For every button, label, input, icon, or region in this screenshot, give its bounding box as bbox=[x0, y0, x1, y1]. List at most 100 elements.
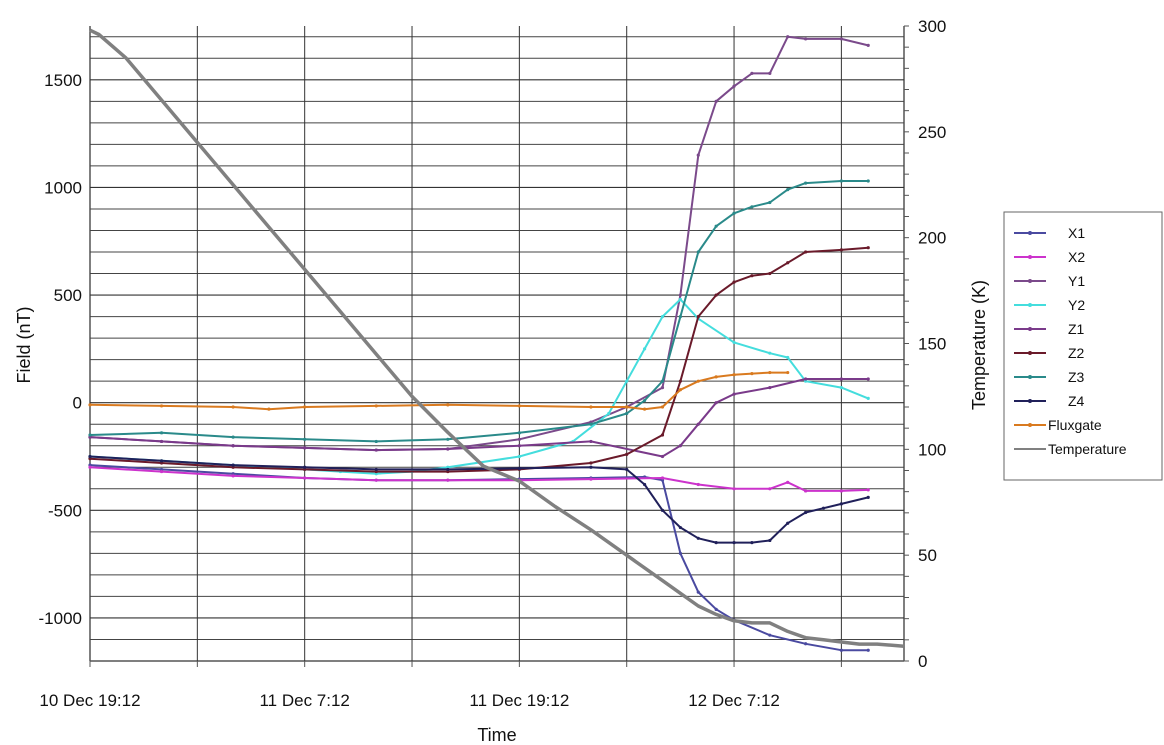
data-point-fluxgate bbox=[159, 404, 164, 408]
data-point-x2 bbox=[159, 469, 164, 474]
series-layer bbox=[88, 28, 905, 652]
y-tick-label: -1000 bbox=[39, 609, 82, 628]
data-point-x2 bbox=[786, 480, 790, 484]
y-axis-title: Field (nT) bbox=[14, 306, 34, 383]
data-point-z4 bbox=[714, 541, 718, 545]
data-point-x2 bbox=[732, 487, 736, 491]
data-point-z2 bbox=[714, 293, 718, 297]
data-point-z2 bbox=[678, 379, 682, 383]
y-tick-label: 1000 bbox=[44, 178, 82, 197]
gridlines bbox=[89, 25, 909, 667]
series-line-x2 bbox=[89, 466, 869, 492]
data-point-z2 bbox=[804, 250, 808, 254]
x-tick-label: 11 Dec 7:12 bbox=[259, 691, 349, 710]
y2-tick-label: 100 bbox=[918, 440, 946, 459]
data-point-y2 bbox=[607, 411, 611, 416]
data-point-z2 bbox=[839, 248, 843, 252]
data-point-fluxgate bbox=[267, 407, 271, 411]
y2-tick-label: 150 bbox=[918, 335, 946, 354]
y2-tick-label: 300 bbox=[918, 17, 946, 36]
series-line-z2 bbox=[89, 246, 869, 473]
legend-label: Y2 bbox=[1068, 297, 1085, 313]
y-tick-label: 0 bbox=[73, 394, 82, 413]
data-point-z4 bbox=[660, 508, 665, 512]
data-point-y2 bbox=[839, 386, 843, 390]
data-point-y1 bbox=[786, 35, 790, 39]
data-point-z4 bbox=[678, 525, 682, 530]
y-axis-tick-labels: -1000 -500 0 500 1000 1500 bbox=[39, 71, 82, 628]
data-point-z4 bbox=[374, 467, 378, 472]
data-point-z1 bbox=[678, 444, 682, 448]
data-point-z1 bbox=[866, 377, 870, 381]
data-point-z1 bbox=[714, 401, 718, 405]
data-point-z4 bbox=[88, 454, 92, 459]
data-point-z3 bbox=[732, 211, 736, 215]
data-point-z1 bbox=[374, 448, 378, 452]
y2-axis-tick-labels: 0 50 100 150 200 250 300 bbox=[918, 17, 946, 671]
data-point-z3 bbox=[750, 205, 754, 209]
data-point-z1 bbox=[159, 439, 164, 444]
data-point-fluxgate bbox=[714, 375, 718, 379]
series-line-y1 bbox=[89, 35, 869, 452]
data-point-fluxgate bbox=[517, 404, 521, 408]
data-point-z4 bbox=[821, 506, 826, 510]
data-point-y2 bbox=[768, 351, 772, 355]
data-point-y1 bbox=[714, 99, 718, 103]
y-tick-label: 1500 bbox=[44, 71, 82, 90]
data-point-z2 bbox=[866, 246, 870, 250]
data-point-y2 bbox=[678, 297, 682, 301]
legend-marker-x2 bbox=[1028, 255, 1032, 259]
legend-marker-z3 bbox=[1028, 375, 1032, 379]
data-point-x1 bbox=[804, 642, 808, 646]
x-tick-label: 10 Dec 19:12 bbox=[39, 691, 140, 710]
data-point-z4 bbox=[804, 510, 808, 515]
data-point-x2 bbox=[866, 488, 870, 492]
data-point-y2 bbox=[732, 340, 736, 345]
legend: X1 X2 Y1 Y2 Z1 Z2 Z3 Z4 Fluxgate Temperature bbox=[1003, 211, 1163, 481]
data-point-fluxgate bbox=[589, 405, 593, 409]
data-point-fluxgate bbox=[678, 388, 682, 392]
x-axis-title: Time bbox=[477, 725, 516, 745]
data-point-z2 bbox=[768, 271, 772, 276]
legend-label: X1 bbox=[1068, 225, 1085, 241]
data-point-x1 bbox=[768, 633, 772, 637]
data-point-z3 bbox=[866, 179, 870, 183]
data-point-x1 bbox=[866, 648, 870, 652]
data-point-y1 bbox=[732, 84, 736, 88]
data-point-z1 bbox=[696, 422, 700, 426]
data-point-z4 bbox=[231, 463, 235, 467]
legend-marker-y1 bbox=[1028, 279, 1032, 283]
data-point-z3 bbox=[804, 181, 808, 185]
data-point-fluxgate bbox=[732, 373, 736, 377]
data-point-z2 bbox=[750, 274, 754, 278]
data-point-fluxgate bbox=[642, 407, 647, 411]
data-point-z1 bbox=[231, 444, 235, 448]
data-point-z4 bbox=[839, 502, 843, 506]
data-point-z4 bbox=[642, 482, 647, 487]
data-point-x1 bbox=[839, 648, 843, 652]
data-point-z3 bbox=[839, 179, 843, 183]
y2-tick-label: 50 bbox=[918, 546, 937, 565]
data-point-z3 bbox=[589, 422, 593, 426]
data-point-y1 bbox=[768, 71, 772, 75]
legend-marker-fluxgate bbox=[1028, 423, 1032, 427]
data-point-y1 bbox=[660, 386, 665, 390]
data-point-z3 bbox=[303, 437, 307, 441]
data-point-x1 bbox=[696, 590, 700, 594]
data-point-y1 bbox=[678, 293, 682, 297]
data-point-x2 bbox=[589, 477, 593, 481]
data-point-z4 bbox=[517, 466, 521, 470]
y-tick-label: 500 bbox=[54, 286, 82, 305]
data-point-y2 bbox=[866, 396, 870, 400]
data-point-z4 bbox=[159, 459, 164, 463]
data-point-z3 bbox=[642, 398, 647, 403]
data-point-z4 bbox=[446, 467, 450, 472]
data-point-x2 bbox=[446, 478, 450, 482]
data-point-z2 bbox=[732, 280, 736, 284]
y2-tick-label: 0 bbox=[918, 652, 927, 671]
data-point-z1 bbox=[839, 377, 843, 381]
data-point-z2 bbox=[786, 261, 790, 265]
data-point-z4 bbox=[732, 541, 736, 545]
legend-marker-x1 bbox=[1028, 231, 1032, 235]
data-point-x2 bbox=[768, 487, 772, 491]
